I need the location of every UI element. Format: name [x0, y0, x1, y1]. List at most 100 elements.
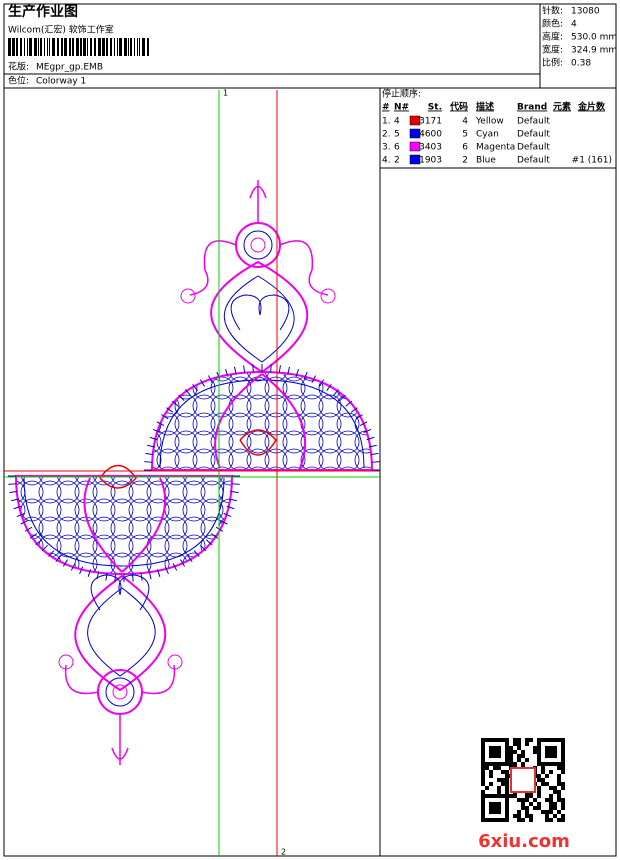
barcode	[8, 38, 149, 56]
stitch-ring	[146, 498, 170, 522]
spike	[147, 444, 156, 448]
qr-module	[509, 754, 513, 758]
description: Magenta	[476, 143, 515, 153]
bar	[44, 38, 45, 56]
qr-module	[517, 818, 521, 822]
qr-module	[557, 774, 561, 778]
qr-module	[505, 806, 509, 810]
stitch-ring	[56, 516, 80, 540]
spike	[172, 563, 178, 571]
qr-module	[497, 810, 501, 814]
qr-module	[549, 818, 553, 822]
bar	[128, 38, 129, 56]
stitches: 1903	[419, 156, 442, 166]
qr-module	[505, 758, 509, 762]
qr-module	[553, 750, 557, 754]
qr-module	[561, 814, 565, 818]
page-border	[3, 3, 617, 857]
qr-module	[509, 794, 513, 798]
qr-module	[561, 738, 565, 742]
bar	[8, 38, 11, 56]
bar	[83, 38, 86, 56]
qr-module	[549, 806, 553, 810]
qr-module	[553, 806, 557, 810]
stitch-ring	[282, 448, 306, 470]
stitches: 3403	[419, 143, 442, 153]
stitch-ring	[228, 394, 252, 418]
stitch-ring	[228, 412, 252, 436]
stitch-ring	[16, 476, 26, 486]
stitch-ring	[20, 476, 44, 486]
qr-module	[493, 766, 497, 770]
qr-module	[505, 750, 509, 754]
stitch-ring	[300, 394, 324, 418]
qr-module	[521, 750, 525, 754]
bar	[147, 38, 149, 56]
bar	[20, 38, 22, 56]
qr-module	[561, 742, 565, 746]
spike	[184, 389, 191, 396]
spike	[9, 490, 18, 494]
stitch-ring	[74, 534, 98, 558]
stat-value: 324.9 mm	[571, 46, 617, 56]
qr-module	[505, 742, 509, 746]
stitch-ring	[164, 480, 188, 504]
qr-module	[497, 786, 501, 790]
qr-module	[505, 778, 509, 782]
stitch-ring	[146, 480, 170, 504]
spike	[166, 407, 174, 413]
stitch-ring	[164, 516, 188, 540]
color-swatch	[409, 115, 421, 126]
guide-label: 1	[223, 89, 228, 98]
qr-module	[533, 750, 537, 754]
qr-module	[517, 742, 521, 746]
qr-module	[505, 738, 509, 742]
qr-module	[501, 762, 505, 766]
qr-code	[481, 738, 565, 822]
stitch-ring	[228, 466, 252, 470]
stat-label: 比例:	[542, 57, 563, 69]
qr-module	[481, 798, 485, 802]
stitch-ring	[38, 476, 62, 486]
qr-module	[481, 802, 485, 806]
stitches: 3171	[419, 117, 442, 127]
bar	[47, 38, 48, 56]
qr-module	[549, 798, 553, 802]
row-index: 2.	[382, 130, 391, 140]
stitch-ring	[228, 448, 252, 470]
brand: Default	[517, 130, 550, 140]
spike	[13, 505, 22, 510]
stitch-ring	[110, 498, 134, 522]
qr-module	[537, 754, 541, 758]
qr-module	[521, 802, 525, 806]
stitch-ring	[282, 394, 306, 418]
qr-module	[541, 810, 545, 814]
stitch-ring	[210, 372, 234, 382]
qr-module	[521, 818, 525, 822]
stitch-ring	[318, 448, 342, 470]
stitch-ring	[156, 430, 180, 454]
spike	[223, 513, 232, 518]
qr-module	[481, 762, 485, 766]
bar	[16, 38, 18, 56]
stat-label: 颜色:	[542, 18, 563, 30]
stat-label: 高度:	[542, 31, 563, 43]
spike	[243, 365, 246, 374]
table-title: 停止顺序:	[382, 88, 421, 100]
qr-module	[545, 746, 549, 750]
stitch-ring	[146, 476, 170, 486]
qr-module	[557, 762, 561, 766]
brand: Default	[517, 117, 550, 127]
qr-module	[525, 814, 529, 818]
stitch-ring	[110, 476, 134, 486]
stitch-ring	[74, 498, 98, 522]
qr-module	[505, 794, 509, 798]
qr-module	[489, 802, 493, 806]
qr-module	[501, 770, 505, 774]
spike	[114, 573, 117, 582]
qr-module	[541, 778, 545, 782]
spike	[193, 550, 200, 557]
stitch-ring	[318, 430, 342, 454]
stitch-ring	[282, 430, 306, 454]
qr-module	[561, 786, 565, 790]
